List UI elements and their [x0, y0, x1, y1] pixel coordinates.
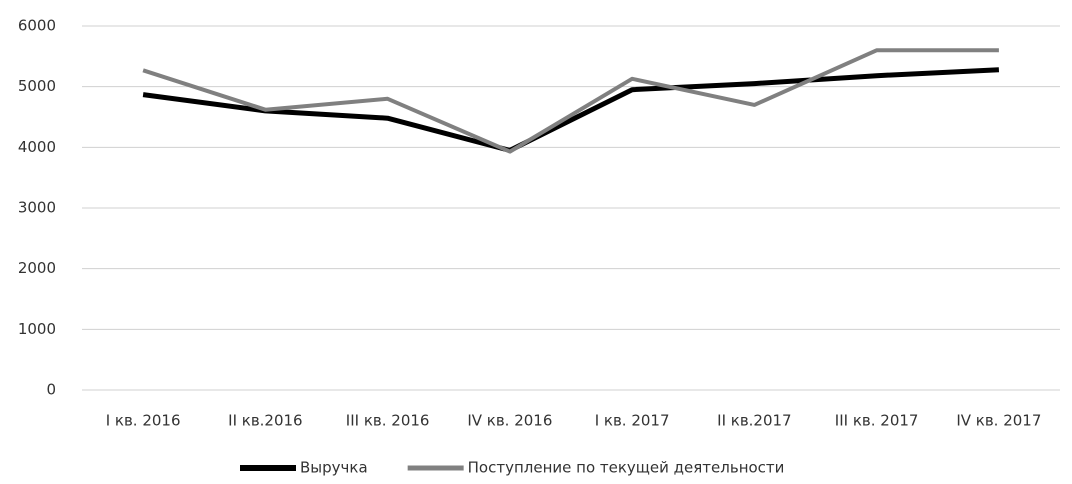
y-tick-label: 6000 [18, 17, 56, 35]
x-tick-label: II кв.2017 [717, 412, 791, 430]
series-line [142, 67, 1000, 153]
x-tick-label: IV кв. 2016 [467, 412, 552, 430]
y-tick-label: 0 [46, 381, 56, 399]
y-tick-label: 3000 [18, 199, 56, 217]
x-tick-label: IV кв. 2017 [956, 412, 1041, 430]
y-tick-label: 4000 [18, 138, 56, 156]
x-tick-label: I кв. 2017 [595, 412, 670, 430]
y-tick-label: 5000 [18, 77, 56, 95]
x-tick-label: III кв. 2016 [346, 412, 430, 430]
x-tick-label: II кв.2016 [228, 412, 302, 430]
y-tick-label: 1000 [18, 320, 56, 338]
x-tick-label: I кв. 2016 [106, 412, 181, 430]
y-tick-label: 2000 [18, 259, 56, 277]
legend-label: Выручка [300, 459, 368, 477]
series-line [142, 48, 999, 154]
legend-label: Поступление по текущей деятельности [468, 459, 785, 477]
x-tick-label: III кв. 2017 [835, 412, 919, 430]
